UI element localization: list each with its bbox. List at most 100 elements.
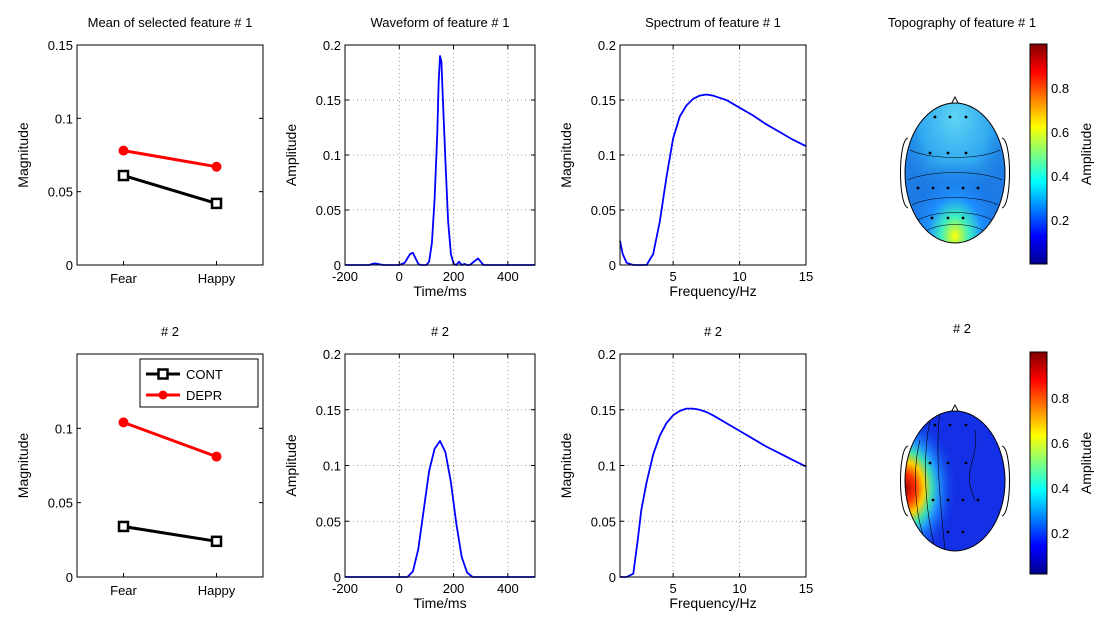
series-line bbox=[345, 440, 535, 578]
axes-frame bbox=[76, 353, 264, 578]
colorbar-tick-label: 0.6 bbox=[1051, 125, 1069, 140]
colorbar-tick-label: 0.4 bbox=[1051, 169, 1069, 184]
legend-marker bbox=[157, 368, 169, 380]
x-tick-label: Fear bbox=[110, 583, 137, 598]
left-ear bbox=[900, 445, 909, 517]
contour-line bbox=[907, 172, 1003, 181]
y-axis-label: Amplitude bbox=[283, 434, 299, 496]
colorbar-label: Amplitude bbox=[1078, 123, 1094, 185]
x-tick-label: -200 bbox=[332, 581, 358, 596]
chart-title: # 2 bbox=[953, 321, 971, 336]
contour-line bbox=[937, 411, 946, 551]
contour-line bbox=[917, 212, 993, 221]
chart-title: Mean of selected feature # 1 bbox=[88, 15, 253, 30]
y-tick-label: 0.2 bbox=[598, 38, 616, 53]
colorbar-tick-label: 0.2 bbox=[1051, 526, 1069, 541]
x-tick-label: -200 bbox=[332, 269, 358, 284]
y-tick-label: 0.2 bbox=[323, 347, 341, 362]
x-tick-label: 5 bbox=[670, 269, 677, 284]
contour-line bbox=[969, 429, 977, 501]
colorbar-label: Amplitude bbox=[1078, 432, 1094, 494]
legend-marker bbox=[158, 390, 168, 400]
y-tick-label: 0 bbox=[609, 570, 616, 585]
y-tick-label: 0.15 bbox=[48, 38, 73, 53]
plot-area bbox=[77, 45, 263, 265]
series-line bbox=[122, 420, 218, 459]
x-tick-label: 200 bbox=[443, 269, 465, 284]
x-tick-label: 0 bbox=[396, 269, 403, 284]
x-tick-label: Happy bbox=[198, 583, 236, 598]
topography-map-lateral bbox=[905, 411, 1005, 551]
left-ear bbox=[900, 137, 909, 209]
head-outline bbox=[904, 102, 1006, 244]
series-line bbox=[620, 407, 807, 578]
y-tick-label: 0 bbox=[334, 258, 341, 273]
chart-spec2: 0 0.05 0.1 0.15 0.2 5 10 15 # 2 Frequency/Hz Magni… bbox=[558, 324, 813, 611]
topography-map-posterior bbox=[905, 103, 1005, 243]
chart-mean2: 0 0.05 0.1 Fear Happy # 2 Magnitude CONT DEPR bbox=[15, 324, 264, 598]
x-axis-label: Time/ms bbox=[413, 283, 466, 299]
data-point bbox=[117, 520, 130, 533]
data-point bbox=[210, 197, 223, 210]
x-tick-label: 400 bbox=[497, 269, 519, 284]
topography-panel-2: # 2 0.2 0.4 0.6 0.8 Amplitude bbox=[900, 321, 1094, 575]
x-tick-label: 0 bbox=[396, 581, 403, 596]
series-line bbox=[123, 525, 217, 543]
x-axis-label: Time/ms bbox=[413, 595, 466, 611]
chart-title: # 2 bbox=[704, 324, 722, 339]
colorbar-tick-label: 0.8 bbox=[1051, 81, 1069, 96]
y-tick-label: 0.05 bbox=[48, 185, 73, 200]
y-tick-label: 0.05 bbox=[48, 496, 73, 511]
x-tick-label: 10 bbox=[732, 269, 746, 284]
contour-line bbox=[923, 224, 987, 233]
contour-line bbox=[909, 149, 1001, 158]
colorbar-tick-label: 0.2 bbox=[1051, 213, 1069, 228]
y-axis-label: Magnitude bbox=[558, 433, 574, 499]
x-tick-label: 5 bbox=[670, 581, 677, 596]
chart-wave2: 00.050.10.150.2-200 0 200 400# 2Time/msAmpl… bbox=[283, 324, 536, 611]
data-point bbox=[117, 169, 130, 182]
y-tick-label: 0.05 bbox=[316, 514, 341, 529]
plot-area bbox=[345, 354, 535, 577]
plot-area bbox=[345, 45, 535, 265]
y-tick-label: 0 bbox=[66, 258, 73, 273]
chart-spec1: 0 0.05 0.1 0.15 0.2 5 10 15 Spectrum of feature … bbox=[558, 15, 813, 299]
y-tick-label: 0.15 bbox=[591, 403, 616, 418]
y-tick-label: 0.15 bbox=[591, 93, 616, 108]
contour-line bbox=[911, 197, 999, 206]
legend: CONT DEPR bbox=[139, 358, 259, 408]
x-tick-label: Happy bbox=[198, 271, 236, 286]
electrode-markers bbox=[916, 115, 980, 220]
chart-mean1: 0 0.05 0.1 0.15 Fear Happy Mean of selected fe… bbox=[15, 15, 264, 286]
y-tick-label: 0.1 bbox=[598, 148, 616, 163]
y-tick-label: 0.05 bbox=[316, 203, 341, 218]
chart-title: # 2 bbox=[161, 324, 179, 339]
chart-title: # 2 bbox=[431, 324, 449, 339]
x-tick-label: 10 bbox=[732, 581, 746, 596]
y-tick-label: 0.05 bbox=[591, 514, 616, 529]
y-axis-label: Amplitude bbox=[283, 124, 299, 186]
y-tick-label: 0.2 bbox=[598, 347, 616, 362]
y-tick-label: 0.15 bbox=[316, 93, 341, 108]
right-ear bbox=[1001, 445, 1010, 517]
x-tick-label: 400 bbox=[497, 581, 519, 596]
y-tick-label: 0.1 bbox=[323, 459, 341, 474]
axes-frame bbox=[76, 44, 264, 266]
contour-line bbox=[915, 439, 926, 541]
legend-box bbox=[139, 358, 259, 408]
y-tick-label: 0 bbox=[334, 570, 341, 585]
legend-label: DEPR bbox=[186, 388, 222, 403]
colorbar-tick-label: 0.8 bbox=[1051, 391, 1069, 406]
head-outline bbox=[904, 410, 1006, 552]
right-ear bbox=[1001, 137, 1010, 209]
y-tick-label: 0 bbox=[609, 258, 616, 273]
data-point bbox=[211, 451, 222, 462]
chart-title: Waveform of feature # 1 bbox=[371, 15, 510, 30]
y-axis-label: Magnitude bbox=[15, 433, 31, 499]
y-axis-label: Magnitude bbox=[558, 122, 574, 188]
colorbar bbox=[1029, 351, 1048, 575]
y-tick-label: 0 bbox=[66, 570, 73, 585]
data-point bbox=[211, 161, 222, 172]
